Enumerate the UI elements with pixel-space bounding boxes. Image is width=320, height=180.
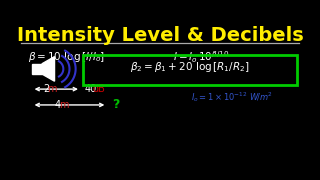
Text: $I_o = 1\times10^{-12}\ W\!/m^2$: $I_o = 1\times10^{-12}\ W\!/m^2$	[191, 90, 273, 104]
Polygon shape	[32, 64, 42, 74]
Text: dB: dB	[92, 84, 105, 94]
Text: ?: ?	[113, 98, 120, 111]
Text: 4: 4	[54, 100, 61, 110]
Text: 40: 40	[84, 84, 97, 94]
Bar	[83, 55, 297, 85]
Text: $\beta = 10\ \log\left[I/I_o\right]$: $\beta = 10\ \log\left[I/I_o\right]$	[28, 50, 105, 64]
Text: $\beta_2 = \beta_1 + 20\ \log\left[R_1/R_2\right]$: $\beta_2 = \beta_1 + 20\ \log\left[R_1/R…	[130, 60, 250, 74]
Text: Intensity Level & Decibels: Intensity Level & Decibels	[17, 26, 303, 45]
Text: $I = I_o\,10^{\beta/10}$: $I = I_o\,10^{\beta/10}$	[173, 50, 230, 65]
Text: m: m	[59, 100, 68, 110]
Polygon shape	[42, 57, 54, 81]
Text: 2: 2	[44, 84, 53, 94]
Text: m: m	[47, 84, 57, 94]
